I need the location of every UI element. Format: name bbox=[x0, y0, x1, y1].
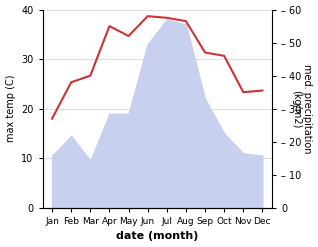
Y-axis label: med. precipitation
(kg/m2): med. precipitation (kg/m2) bbox=[291, 64, 313, 153]
X-axis label: date (month): date (month) bbox=[116, 231, 198, 242]
Y-axis label: max temp (C): max temp (C) bbox=[5, 75, 16, 143]
